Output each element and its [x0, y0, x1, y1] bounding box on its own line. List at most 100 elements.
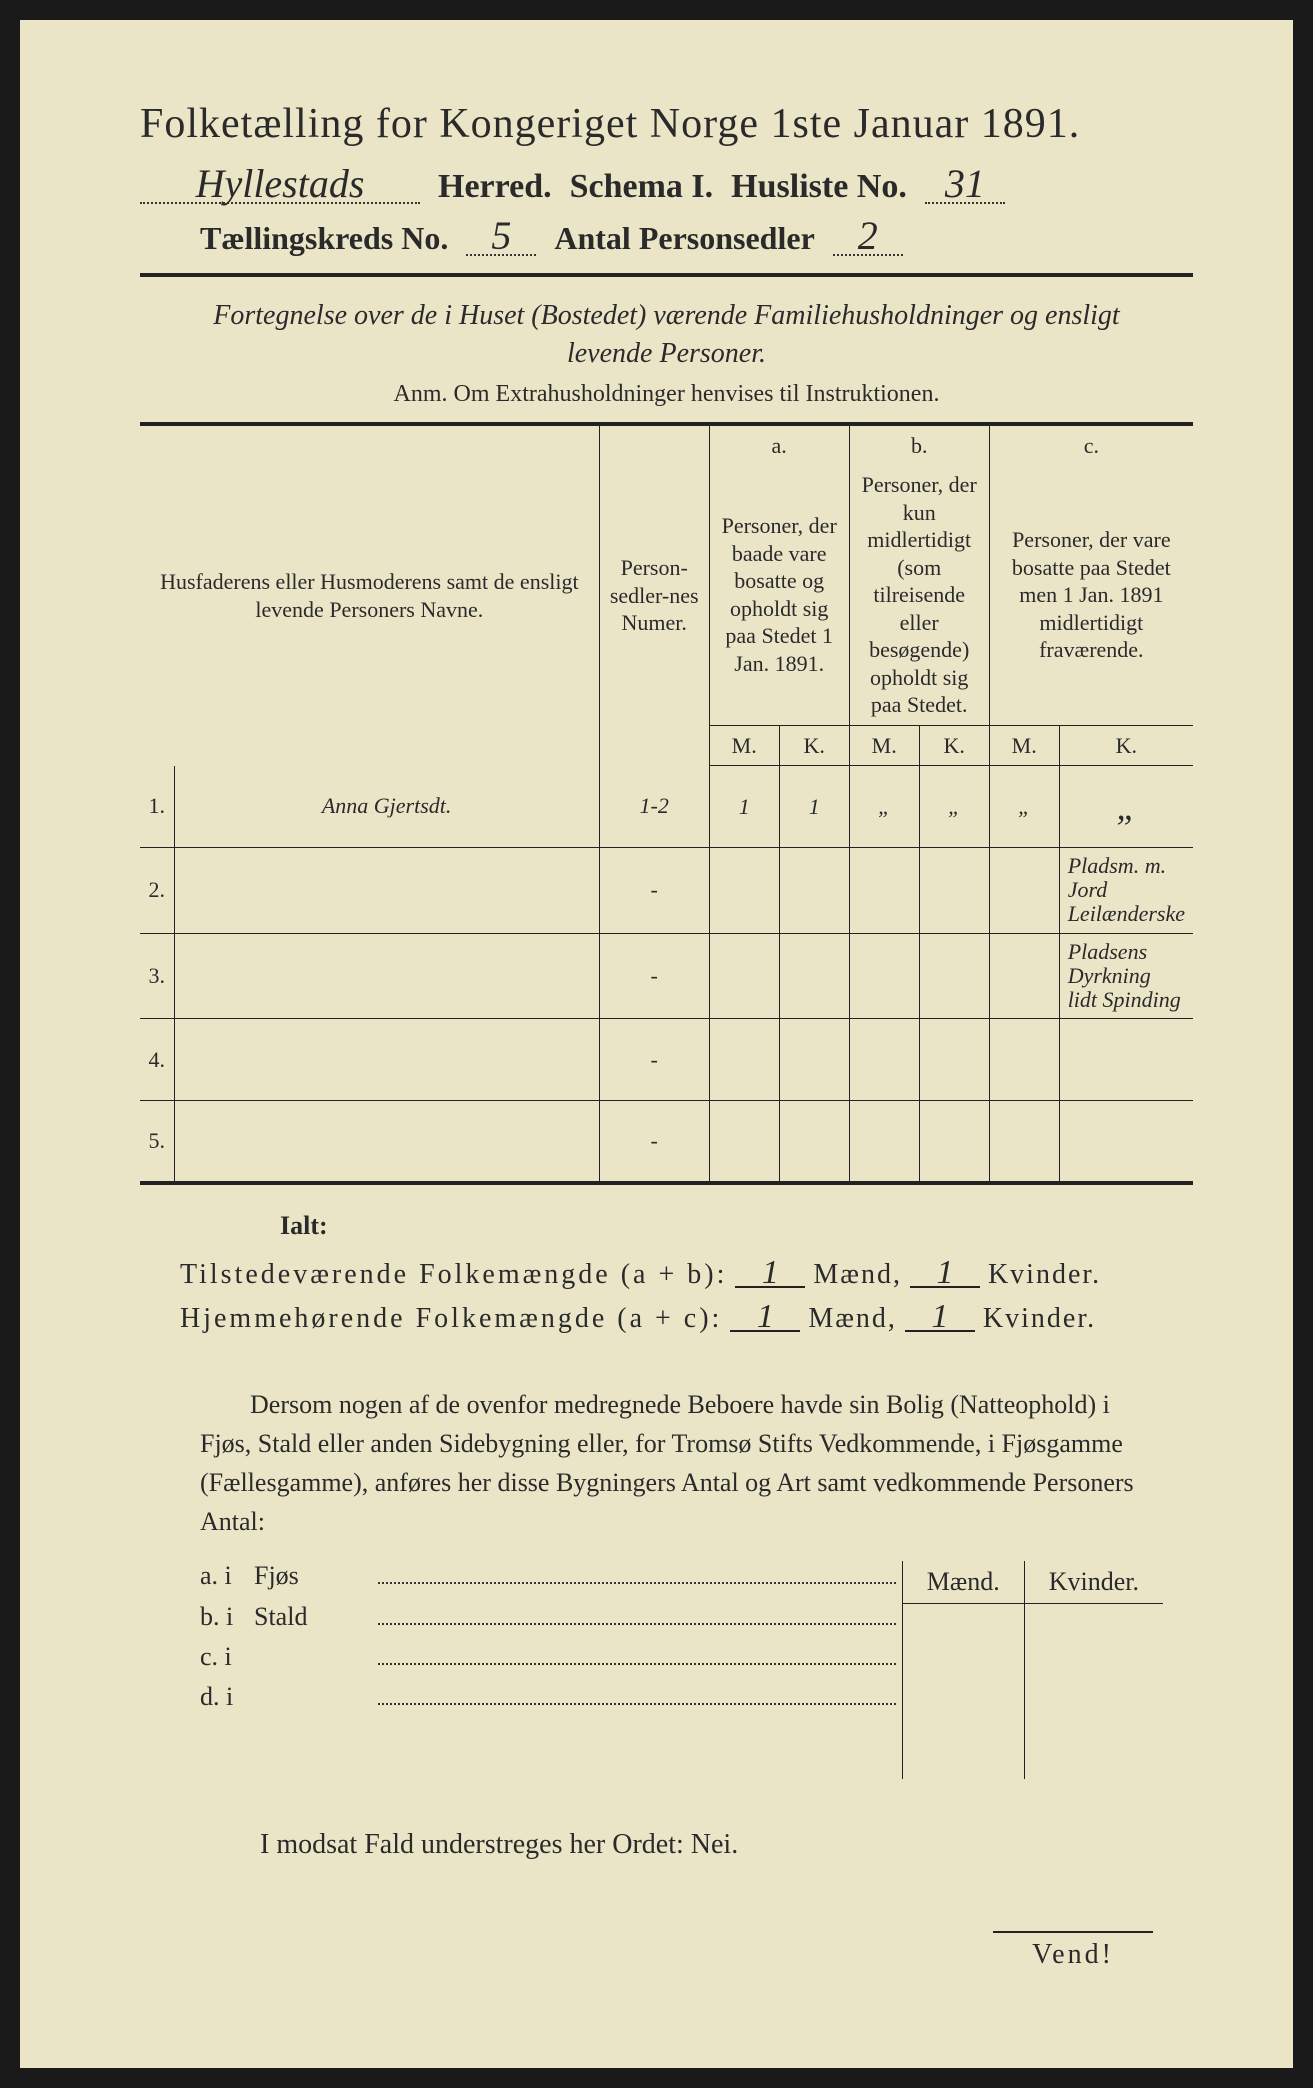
anm-note: Anm. Om Extrahusholdninger henvises til … — [140, 381, 1193, 408]
bld-lbl: a. i — [200, 1561, 240, 1591]
divider — [140, 273, 1193, 277]
b-k: „ — [919, 766, 989, 848]
b-k — [919, 933, 989, 1019]
col-num-header: Person-sedler-nes Numer. — [599, 424, 709, 766]
building-line: c. i — [200, 1642, 896, 1672]
table-row: 4.- — [140, 1019, 1193, 1101]
name-cell — [174, 933, 599, 1019]
bld-cell — [902, 1735, 1024, 1779]
a-m — [709, 1019, 779, 1101]
bld-lbl: d. i — [200, 1682, 240, 1712]
a-k — [779, 848, 849, 934]
building-lines: a. i Fjøs b. iStald c. i d. i — [200, 1561, 896, 1723]
row-num: 1. — [140, 766, 174, 848]
bld-cell — [902, 1691, 1024, 1735]
c-m: „ — [989, 766, 1059, 848]
dots — [378, 1601, 896, 1624]
row-num: 4. — [140, 1019, 174, 1101]
husliste-label: Husliste No. — [731, 168, 907, 206]
building-line: b. iStald — [200, 1601, 896, 1631]
building-line: d. i — [200, 1682, 896, 1712]
col-b-desc: Personer, der kun midlertidigt (som tilr… — [849, 465, 989, 725]
page-title: Folketælling for Kongeriget Norge 1ste J… — [140, 100, 1193, 148]
col-b-m: M. — [849, 725, 919, 766]
a-k — [779, 1019, 849, 1101]
person-num: - — [599, 933, 709, 1019]
b-m — [849, 848, 919, 934]
bld-maend-header: Mænd. — [902, 1561, 1024, 1604]
building-mk-table: Mænd. Kvinder. — [902, 1561, 1163, 1780]
herred-label: Herred. — [438, 168, 552, 206]
maend-label: Mænd, — [813, 1259, 902, 1291]
building-paragraph: Dersom nogen af de ovenfor medregnede Be… — [200, 1385, 1163, 1541]
totals1-k: 1 — [910, 1259, 980, 1288]
building-section: a. i Fjøs b. iStald c. i d. i Mænd. Kvinder. — [200, 1561, 1163, 1780]
schema-label: Schema I. — [570, 168, 714, 206]
bld-cell — [1024, 1735, 1163, 1779]
name-cell: Anna Gjertsdt. — [174, 766, 599, 848]
col-a-desc: Personer, der baade vare bosatte og opho… — [709, 465, 849, 725]
c-k — [1059, 1019, 1193, 1101]
bld-cell — [1024, 1647, 1163, 1691]
b-k — [919, 1101, 989, 1183]
name-cell — [174, 848, 599, 934]
dots — [378, 1561, 896, 1584]
table-row: 2. - Pladsm. m. Jord Leilænderske — [140, 848, 1193, 934]
b-k — [919, 1019, 989, 1101]
herred-value: Hyllestads — [140, 166, 420, 204]
c-k: Pladsm. m. Jord Leilænderske — [1059, 848, 1193, 934]
vend-label: Vend! — [140, 1931, 1153, 1971]
name-cell — [174, 1019, 599, 1101]
c-m — [989, 848, 1059, 934]
col-c-label: c. — [989, 424, 1193, 466]
col-a-k: K. — [779, 725, 849, 766]
totals2-label: Hjemmehørende Folkemængde (a + c): — [180, 1303, 722, 1335]
col-a-label: a. — [709, 424, 849, 466]
totals2-k: 1 — [905, 1303, 975, 1332]
row-num: 2. — [140, 848, 174, 934]
totals-line-1: Tilstedeværende Folkemængde (a + b): 1 M… — [180, 1259, 1193, 1291]
name-cell — [174, 1101, 599, 1183]
person-num: - — [599, 1101, 709, 1183]
bld-txt: Fjøs — [254, 1561, 364, 1591]
b-m — [849, 933, 919, 1019]
totals1-m: 1 — [735, 1259, 805, 1288]
dots — [378, 1682, 896, 1705]
kreds-value: 5 — [466, 218, 536, 256]
ialt-label: Ialt: — [280, 1211, 1193, 1241]
row-num: 3. — [140, 933, 174, 1019]
col-c-desc: Personer, der vare bosatte paa Stedet me… — [989, 465, 1193, 725]
bld-cell — [1024, 1603, 1163, 1647]
b-k — [919, 848, 989, 934]
totals-line-2: Hjemmehørende Folkemængde (a + c): 1 Mæn… — [180, 1303, 1193, 1335]
maend-label: Mænd, — [808, 1303, 897, 1335]
table-row: 3. - Pladsens Dyrkning lidt Spinding — [140, 933, 1193, 1019]
row-num: 5. — [140, 1101, 174, 1183]
a-m: 1 — [709, 766, 779, 848]
col-name-header: Husfaderens eller Husmoderens samt de en… — [140, 424, 599, 766]
building-line: a. i Fjøs — [200, 1561, 896, 1591]
bld-cell — [902, 1603, 1024, 1647]
c-m — [989, 1019, 1059, 1101]
kvinder-label: Kvinder. — [983, 1303, 1096, 1335]
person-num: - — [599, 848, 709, 934]
bld-kvinder-header: Kvinder. — [1024, 1561, 1163, 1604]
c-k — [1059, 1101, 1193, 1183]
bld-cell — [1024, 1691, 1163, 1735]
bld-cell — [902, 1647, 1024, 1691]
person-num: 1-2 — [599, 766, 709, 848]
kvinder-label: Kvinder. — [988, 1259, 1101, 1291]
nei-line: I modsat Fald understreges her Ordet: Ne… — [260, 1829, 1193, 1861]
antal-label: Antal Personsedler — [554, 220, 814, 257]
c-m — [989, 933, 1059, 1019]
totals1-label: Tilstedeværende Folkemængde (a + b): — [180, 1259, 727, 1291]
c-k: Pladsens Dyrkning lidt Spinding — [1059, 933, 1193, 1019]
subtitle: Fortegnelse over de i Huset (Bostedet) v… — [180, 297, 1153, 373]
dots — [378, 1642, 896, 1665]
table-row: 5. - — [140, 1101, 1193, 1183]
header-row-kreds: Tællingskreds No. 5 Antal Personsedler 2 — [140, 218, 1193, 257]
a-k — [779, 1101, 849, 1183]
a-m — [709, 933, 779, 1019]
c-k: „ — [1059, 766, 1193, 848]
antal-value: 2 — [833, 218, 903, 256]
